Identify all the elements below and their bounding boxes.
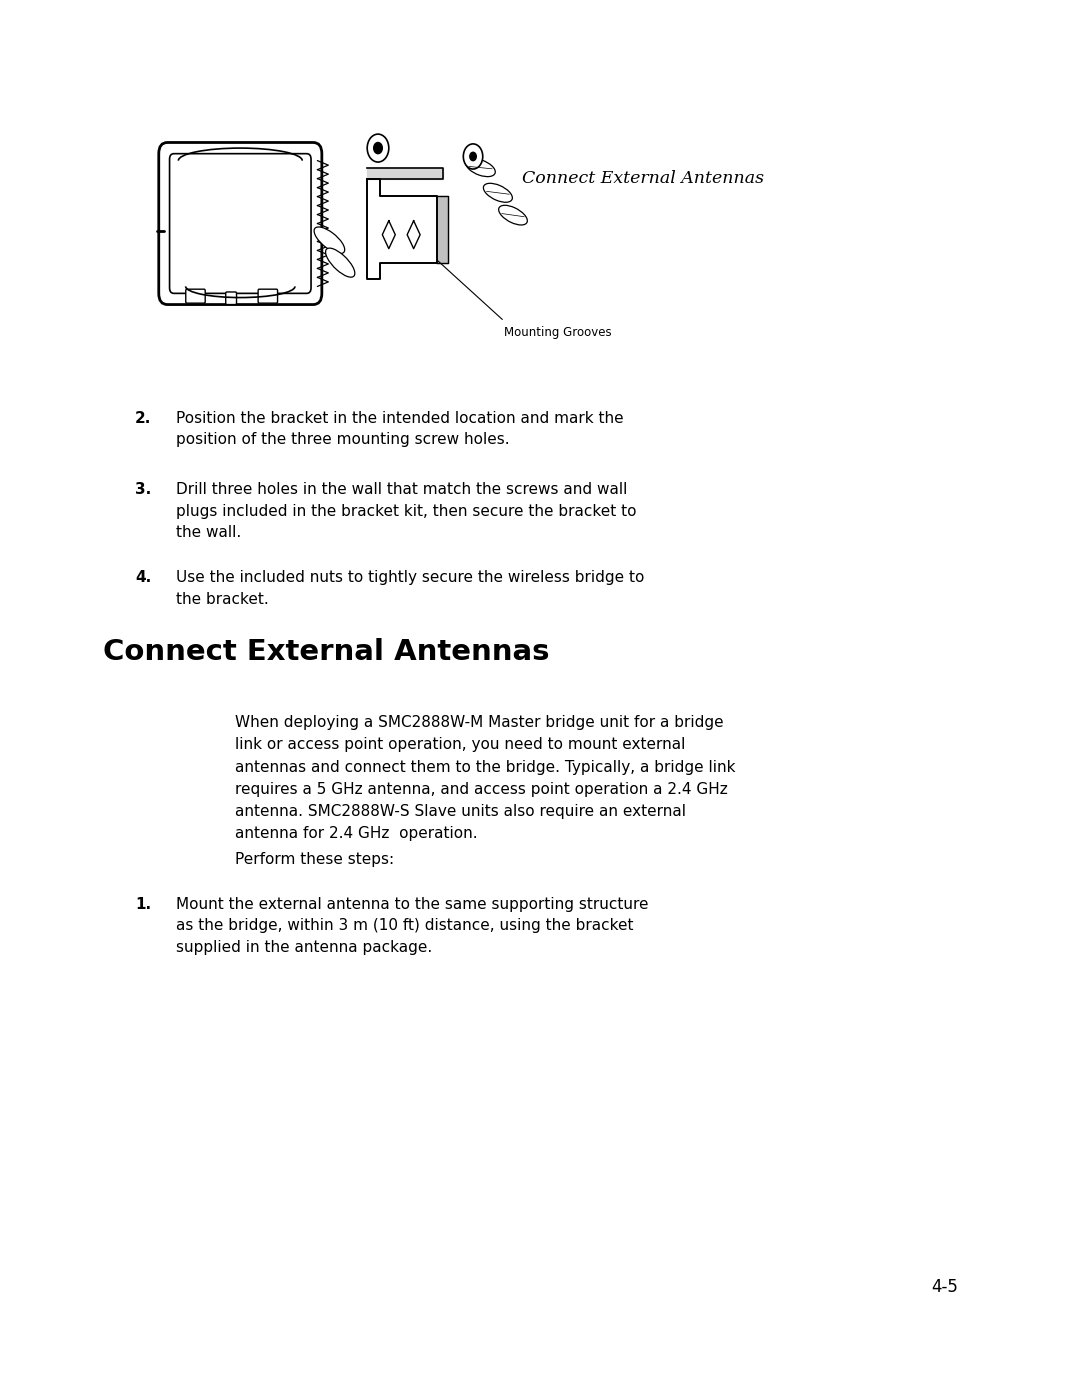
Text: Connect External Antennas: Connect External Antennas: [103, 638, 549, 666]
Ellipse shape: [499, 205, 527, 225]
Text: When deploying a SMC2888W-M Master bridge unit for a bridge
link or access point: When deploying a SMC2888W-M Master bridg…: [235, 715, 735, 841]
Text: 3.: 3.: [135, 482, 151, 497]
FancyBboxPatch shape: [258, 289, 278, 303]
Text: Position the bracket in the intended location and mark the
position of the three: Position the bracket in the intended loc…: [176, 411, 623, 447]
Circle shape: [463, 144, 483, 169]
Text: 4.: 4.: [135, 570, 151, 585]
Text: 1.: 1.: [135, 897, 151, 912]
Text: 2.: 2.: [135, 411, 151, 426]
Text: Connect External Antennas: Connect External Antennas: [522, 170, 764, 187]
Ellipse shape: [325, 249, 355, 277]
Polygon shape: [407, 221, 420, 249]
FancyBboxPatch shape: [186, 289, 205, 303]
Ellipse shape: [465, 159, 496, 176]
Polygon shape: [367, 179, 437, 279]
Text: Mounting Grooves: Mounting Grooves: [504, 326, 612, 338]
FancyBboxPatch shape: [226, 292, 237, 305]
Text: Use the included nuts to tightly secure the wireless bridge to
the bracket.: Use the included nuts to tightly secure …: [176, 570, 645, 606]
Text: Mount the external antenna to the same supporting structure
as the bridge, withi: Mount the external antenna to the same s…: [176, 897, 648, 956]
Text: Drill three holes in the wall that match the screws and wall
plugs included in t: Drill three holes in the wall that match…: [176, 482, 636, 541]
Circle shape: [367, 134, 389, 162]
Polygon shape: [437, 196, 448, 263]
Text: Perform these steps:: Perform these steps:: [235, 852, 394, 868]
Polygon shape: [382, 221, 395, 249]
FancyBboxPatch shape: [159, 142, 322, 305]
Ellipse shape: [484, 183, 512, 203]
Circle shape: [374, 142, 382, 154]
Ellipse shape: [314, 226, 345, 254]
Polygon shape: [367, 168, 443, 179]
Circle shape: [470, 152, 476, 161]
FancyBboxPatch shape: [170, 154, 311, 293]
Text: 4-5: 4-5: [932, 1278, 958, 1296]
